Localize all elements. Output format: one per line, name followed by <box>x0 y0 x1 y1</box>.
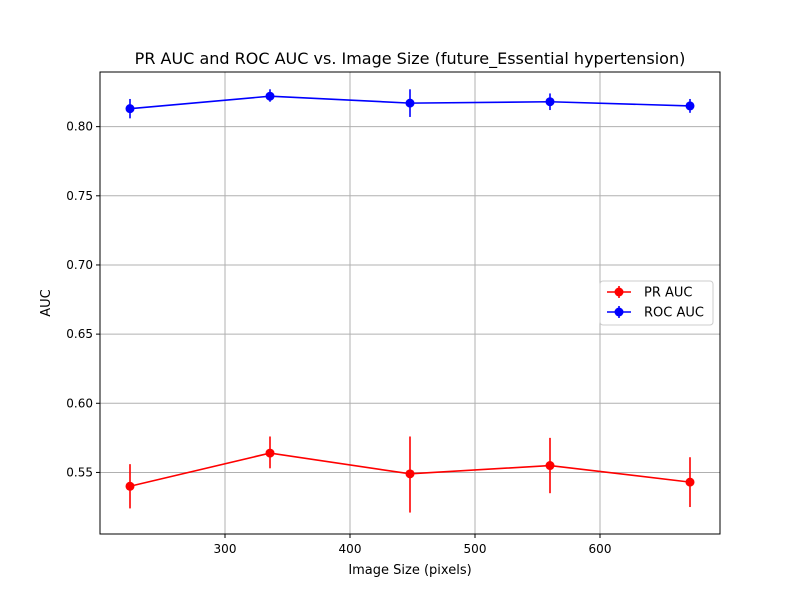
pr-auc-point <box>265 448 275 458</box>
x-tick-label: 500 <box>464 542 487 556</box>
grid <box>100 72 720 534</box>
roc-auc-point <box>545 97 555 107</box>
roc-auc-point <box>405 98 415 108</box>
x-tick-label: 600 <box>589 542 612 556</box>
y-tick-label: 0.75 <box>66 189 93 203</box>
pr-auc-point <box>405 469 415 479</box>
chart-title: PR AUC and ROC AUC vs. Image Size (futur… <box>135 49 686 69</box>
y-tick-label: 0.55 <box>66 465 93 479</box>
pr-auc-point <box>545 461 555 471</box>
y-tick-label: 0.70 <box>66 258 93 272</box>
x-axis: 300 400 500 600 <box>214 534 612 556</box>
plot-frame <box>99 71 721 535</box>
series-pr-auc <box>125 436 695 513</box>
pr-auc-point <box>125 481 135 491</box>
y-axis: 0.55 0.60 0.65 0.70 0.75 0.80 <box>66 120 100 479</box>
legend-pr-auc-marker <box>614 287 624 297</box>
y-axis-label: AUC <box>39 289 54 317</box>
x-tick-label: 400 <box>339 542 362 556</box>
roc-auc-point <box>125 104 135 114</box>
roc-auc-point <box>265 91 275 101</box>
legend: PR AUC ROC AUC <box>599 280 714 326</box>
legend-roc-auc-marker <box>614 307 624 317</box>
x-tick-label: 300 <box>214 542 237 556</box>
series-roc-auc <box>125 89 695 119</box>
legend-roc-auc-label: ROC AUC <box>644 306 704 321</box>
roc-auc-point <box>685 101 695 111</box>
pr-auc-point <box>685 477 695 487</box>
series-layer <box>125 89 695 513</box>
x-axis-label: Image Size (pixels) <box>348 563 471 578</box>
y-tick-label: 0.65 <box>66 327 93 341</box>
y-tick-label: 0.60 <box>66 396 93 410</box>
y-tick-label: 0.80 <box>66 120 93 134</box>
legend-pr-auc-label: PR AUC <box>644 286 693 301</box>
